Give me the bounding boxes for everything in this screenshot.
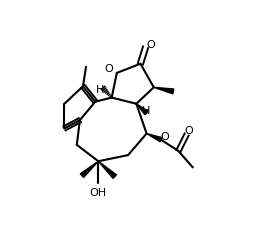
Polygon shape: [98, 161, 116, 178]
Text: O: O: [147, 40, 155, 50]
Polygon shape: [147, 133, 162, 142]
Text: O: O: [161, 132, 169, 142]
Polygon shape: [80, 161, 98, 177]
Text: OH: OH: [90, 188, 107, 198]
Text: O: O: [184, 126, 193, 137]
Polygon shape: [136, 104, 148, 115]
Polygon shape: [154, 87, 174, 94]
Text: H: H: [96, 85, 105, 96]
Text: O: O: [104, 64, 113, 74]
Text: H: H: [141, 106, 150, 116]
